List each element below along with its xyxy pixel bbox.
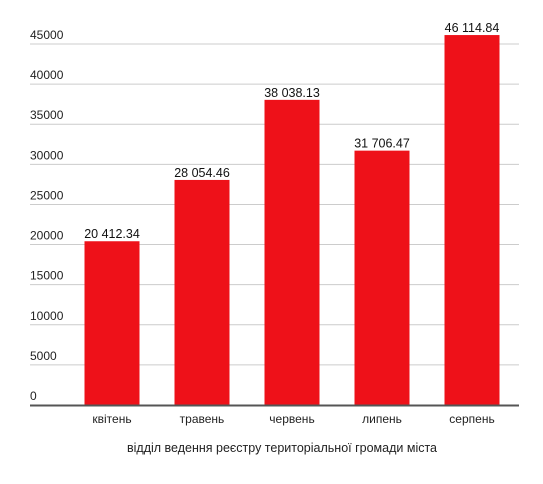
x-axis-title: відділ ведення реєстру територіальної гр…	[127, 441, 437, 455]
bar-value-label: 31 706.47	[354, 137, 410, 151]
bar-value-label: 38 038.13	[264, 86, 320, 100]
y-tick-label: 30000	[30, 148, 64, 162]
y-tick-label: 40000	[30, 68, 64, 82]
bars	[84, 35, 500, 405]
category-label: травень	[180, 412, 225, 426]
y-tick-label: 0	[30, 389, 37, 403]
category-labels: квітень травень червень липень серпень	[92, 412, 494, 426]
category-label: квітень	[92, 412, 131, 426]
y-axis-ticks: 0 5000 10000 15000 20000 25000 30000 35000 40000…	[30, 28, 64, 403]
y-tick-label: 25000	[30, 188, 64, 202]
y-tick-label: 15000	[30, 269, 64, 283]
bar	[354, 150, 410, 405]
bar	[444, 35, 500, 405]
bar-value-label: 28 054.46	[174, 166, 230, 180]
bar-value-label: 20 412.34	[84, 227, 140, 241]
bar	[174, 179, 230, 405]
y-tick-label: 35000	[30, 108, 64, 122]
y-tick-label: 10000	[30, 309, 64, 323]
y-tick-label: 20000	[30, 229, 64, 243]
category-label: серпень	[449, 412, 494, 426]
bar	[264, 99, 320, 405]
bar	[84, 241, 140, 405]
bar-value-label: 46 114.84	[445, 21, 500, 35]
category-label: червень	[269, 412, 314, 426]
y-tick-label: 45000	[30, 28, 64, 42]
category-label: липень	[362, 412, 402, 426]
y-tick-label: 5000	[30, 349, 57, 363]
data-labels: 20 412.34 28 054.46 38 038.13 31 706.47 46 1…	[84, 21, 499, 241]
